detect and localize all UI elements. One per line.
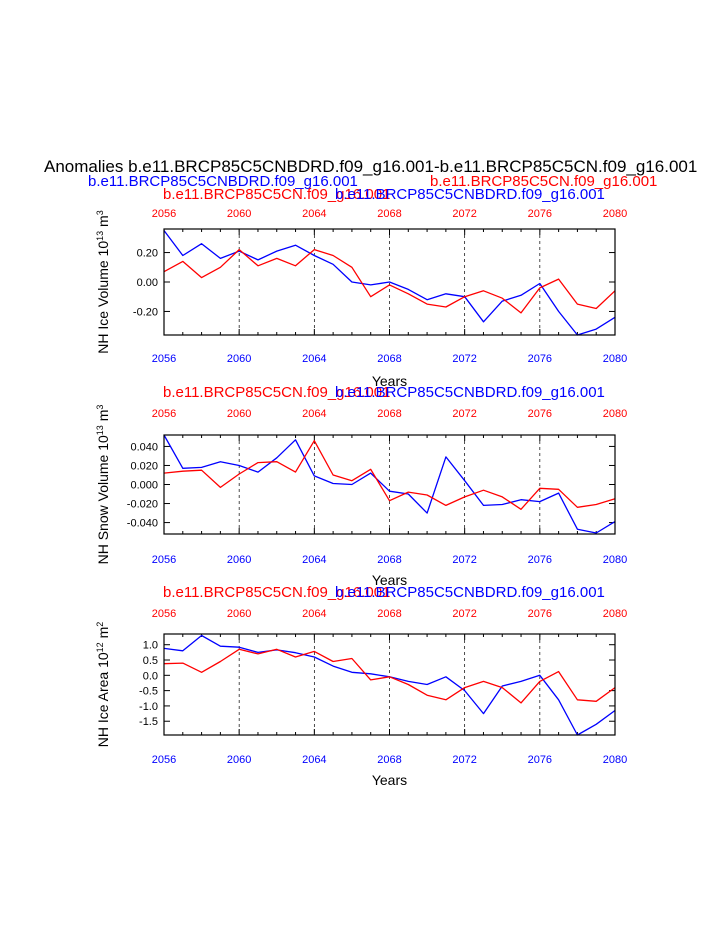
x-tick-label-top: 2080 — [603, 608, 627, 620]
main-title: Anomalies b.e11.BRCP85C5CNBDRD.f09_g16.0… — [44, 157, 697, 176]
x-axis-title: Years — [372, 572, 407, 588]
series-line-blue — [163, 230, 616, 336]
x-tick-label-bottom: 2056 — [152, 353, 176, 365]
x-tick-label-bottom: 2076 — [528, 754, 552, 766]
x-tick-label-top: 2064 — [302, 408, 326, 420]
x-tick-label-top: 2076 — [528, 608, 552, 620]
x-tick-label-bottom: 2064 — [302, 554, 326, 566]
x-tick-label-top: 2060 — [227, 408, 251, 420]
panel-title-red: b.e11.BRCP85C5CN.f09_g16.001 — [163, 584, 390, 601]
y-axis-title-unit: m — [95, 410, 111, 426]
panel-title-blue: b.e11.BRCP85C5CNBDRD.f09_g16.001 — [335, 584, 605, 601]
series-line-blue — [163, 434, 616, 534]
x-tick-label-bottom: 2080 — [603, 353, 627, 365]
y-tick-label: -0.20 — [133, 306, 158, 318]
x-tick-label-top: 2080 — [603, 408, 627, 420]
x-tick-label-bottom: 2072 — [452, 754, 476, 766]
y-axis-title-main: NH Ice Area 10 — [95, 652, 111, 747]
panel-title-red: b.e11.BRCP85C5CN.f09_g16.001 — [163, 384, 390, 401]
x-tick-label-bottom: 2060 — [227, 353, 251, 365]
y-axis-title-main: NH Ice Volume 10 — [95, 241, 111, 354]
x-tick-label-top: 2068 — [377, 408, 401, 420]
x-tick-label-bottom: 2056 — [152, 754, 176, 766]
y-axis-title: NH Snow Volume 1013 m3 — [95, 405, 111, 565]
x-tick-label-top: 2060 — [227, 608, 251, 620]
series-line-red — [163, 248, 616, 314]
x-tick-label-bottom: 2060 — [227, 554, 251, 566]
y-tick-label: 0.00 — [137, 277, 158, 289]
x-tick-label-top: 2064 — [302, 208, 326, 220]
x-tick-label-top: 2076 — [528, 208, 552, 220]
y-axis-title-exp: 13 — [95, 231, 105, 241]
y-tick-label: -0.5 — [139, 686, 158, 698]
x-tick-label-top: 2056 — [152, 408, 176, 420]
y-tick-label: 0.000 — [130, 480, 158, 492]
x-tick-label-top: 2068 — [377, 608, 401, 620]
series-line-red — [163, 648, 616, 704]
y-tick-label: -1.5 — [139, 716, 158, 728]
x-tick-label-top: 2060 — [227, 208, 251, 220]
x-axis-title: Years — [372, 373, 407, 389]
x-tick-label-top: 2072 — [452, 608, 476, 620]
x-tick-label-bottom: 2076 — [528, 353, 552, 365]
x-tick-label-bottom: 2068 — [377, 353, 401, 365]
y-axis-title-exp: 12 — [95, 642, 105, 652]
y-axis-title-exp: 13 — [95, 425, 105, 435]
y-axis-title: NH Ice Volume 1013 m3 — [95, 210, 111, 353]
plot-frame — [163, 633, 616, 736]
plot-frame — [163, 434, 616, 535]
y-axis-title-unit-exp: 2 — [95, 622, 105, 627]
x-axis-title: Years — [372, 772, 407, 788]
series-line-red — [163, 440, 616, 510]
panel-title-red: b.e11.BRCP85C5CN.f09_g16.001 — [163, 186, 390, 203]
panel-title-blue: b.e11.BRCP85C5CNBDRD.f09_g16.001 — [335, 186, 605, 203]
x-tick-label-bottom: 2060 — [227, 754, 251, 766]
y-axis-title-unit: m — [95, 627, 111, 643]
x-tick-label-top: 2072 — [452, 208, 476, 220]
x-tick-label-top: 2056 — [152, 608, 176, 620]
x-tick-label-bottom: 2080 — [603, 554, 627, 566]
y-axis-title: NH Ice Area 1012 m2 — [95, 622, 111, 748]
y-tick-label: -0.020 — [127, 499, 158, 511]
x-tick-label-top: 2072 — [452, 408, 476, 420]
y-axis-title-unit-exp: 3 — [95, 405, 105, 410]
panel-ice-volume: b.e11.BRCP85C5CN.f09_g16.001b.e11.BRCP85… — [95, 186, 627, 389]
panel-ice-area: b.e11.BRCP85C5CN.f09_g16.001b.e11.BRCP85… — [95, 584, 627, 788]
x-tick-label-bottom: 2064 — [302, 754, 326, 766]
x-tick-label-bottom: 2080 — [603, 754, 627, 766]
panel-title-blue: b.e11.BRCP85C5CNBDRD.f09_g16.001 — [335, 384, 605, 401]
y-tick-label: 1.0 — [143, 640, 158, 652]
x-tick-label-top: 2056 — [152, 208, 176, 220]
x-tick-label-top: 2080 — [603, 208, 627, 220]
y-axis-title-unit: m — [95, 215, 111, 231]
y-tick-label: 0.020 — [130, 460, 158, 472]
panel-snow-volume: b.e11.BRCP85C5CN.f09_g16.001b.e11.BRCP85… — [95, 384, 627, 588]
x-tick-label-bottom: 2068 — [377, 754, 401, 766]
y-tick-label: -0.040 — [127, 518, 158, 530]
x-tick-label-bottom: 2064 — [302, 353, 326, 365]
y-tick-label: 0.5 — [143, 655, 158, 667]
x-tick-label-bottom: 2068 — [377, 554, 401, 566]
x-tick-label-bottom: 2056 — [152, 554, 176, 566]
x-tick-label-top: 2068 — [377, 208, 401, 220]
legend-blue-label: b.e11.BRCP85C5CNBDRD.f09_g16.001 — [88, 173, 358, 190]
y-tick-label: 0.0 — [143, 670, 158, 682]
x-tick-label-bottom: 2076 — [528, 554, 552, 566]
y-axis-title-main: NH Snow Volume 10 — [95, 435, 111, 564]
y-axis-title-unit-exp: 3 — [95, 210, 105, 215]
plot-frame — [163, 228, 616, 336]
legend-red-label: b.e11.BRCP85C5CN.f09_g16.001 — [430, 173, 657, 190]
x-tick-label-top: 2064 — [302, 608, 326, 620]
x-tick-label-bottom: 2072 — [452, 353, 476, 365]
y-tick-label: 0.20 — [137, 248, 158, 260]
y-tick-label: -1.0 — [139, 701, 158, 713]
x-tick-label-bottom: 2072 — [452, 554, 476, 566]
x-tick-label-top: 2076 — [528, 408, 552, 420]
y-tick-label: 0.040 — [130, 441, 158, 453]
